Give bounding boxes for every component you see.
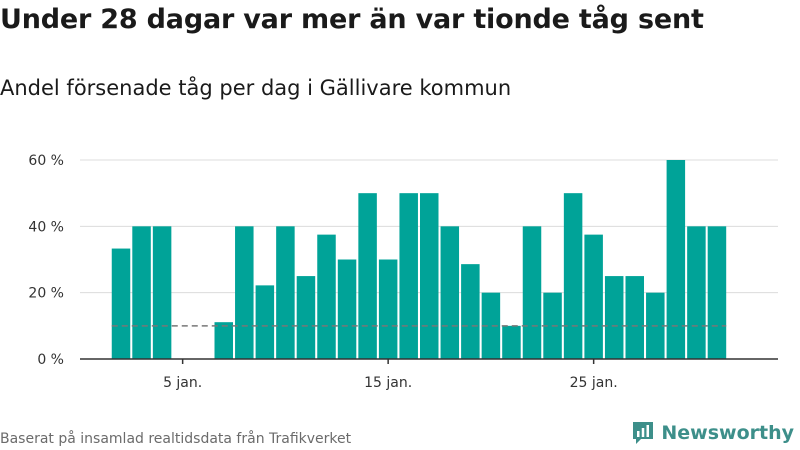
bar [666, 160, 686, 359]
x-tick-label: 5 jan. [163, 375, 202, 391]
bar [214, 322, 233, 359]
bar [440, 226, 460, 359]
bar [255, 285, 275, 359]
bar [132, 226, 151, 359]
chart-title: Under 28 dagar var mer än var tionde tåg… [0, 4, 704, 35]
bar [625, 276, 644, 359]
bar [481, 292, 501, 359]
bar [235, 226, 254, 359]
bar [461, 264, 480, 359]
bar [358, 193, 377, 359]
source-note: Baserat på insamlad realtidsdata från Tr… [0, 431, 352, 447]
bar [337, 259, 357, 359]
bar [687, 226, 706, 359]
x-tick-label: 15 jan. [364, 375, 412, 391]
y-tick-label: 20 % [28, 286, 64, 302]
bar [604, 276, 624, 359]
y-tick-label: 0 % [37, 352, 64, 368]
bar [522, 226, 542, 359]
chart-subtitle: Andel försenade tåg per dag i Gällivare … [0, 76, 512, 100]
bar [502, 325, 521, 359]
bar [276, 226, 295, 359]
bar-chart: 0 % 20 % 40 % 60 % 5 jan. 15 jan. 25 jan. [28, 153, 778, 391]
bar [399, 193, 418, 359]
brand-name: Newsworthy [661, 422, 794, 444]
bar [584, 234, 603, 359]
bar [111, 248, 131, 359]
bar [420, 193, 439, 359]
x-tick-label: 25 jan. [570, 375, 618, 391]
y-tick-label: 60 % [28, 153, 64, 169]
bar [707, 226, 727, 359]
bar [152, 226, 172, 359]
bar [296, 276, 316, 359]
brand-logo: Newsworthy [631, 420, 794, 446]
bar-chart-bubble-icon [633, 422, 654, 444]
bar [378, 259, 398, 359]
y-tick-label: 40 % [28, 219, 64, 235]
bar [317, 234, 336, 359]
bar [563, 193, 583, 359]
